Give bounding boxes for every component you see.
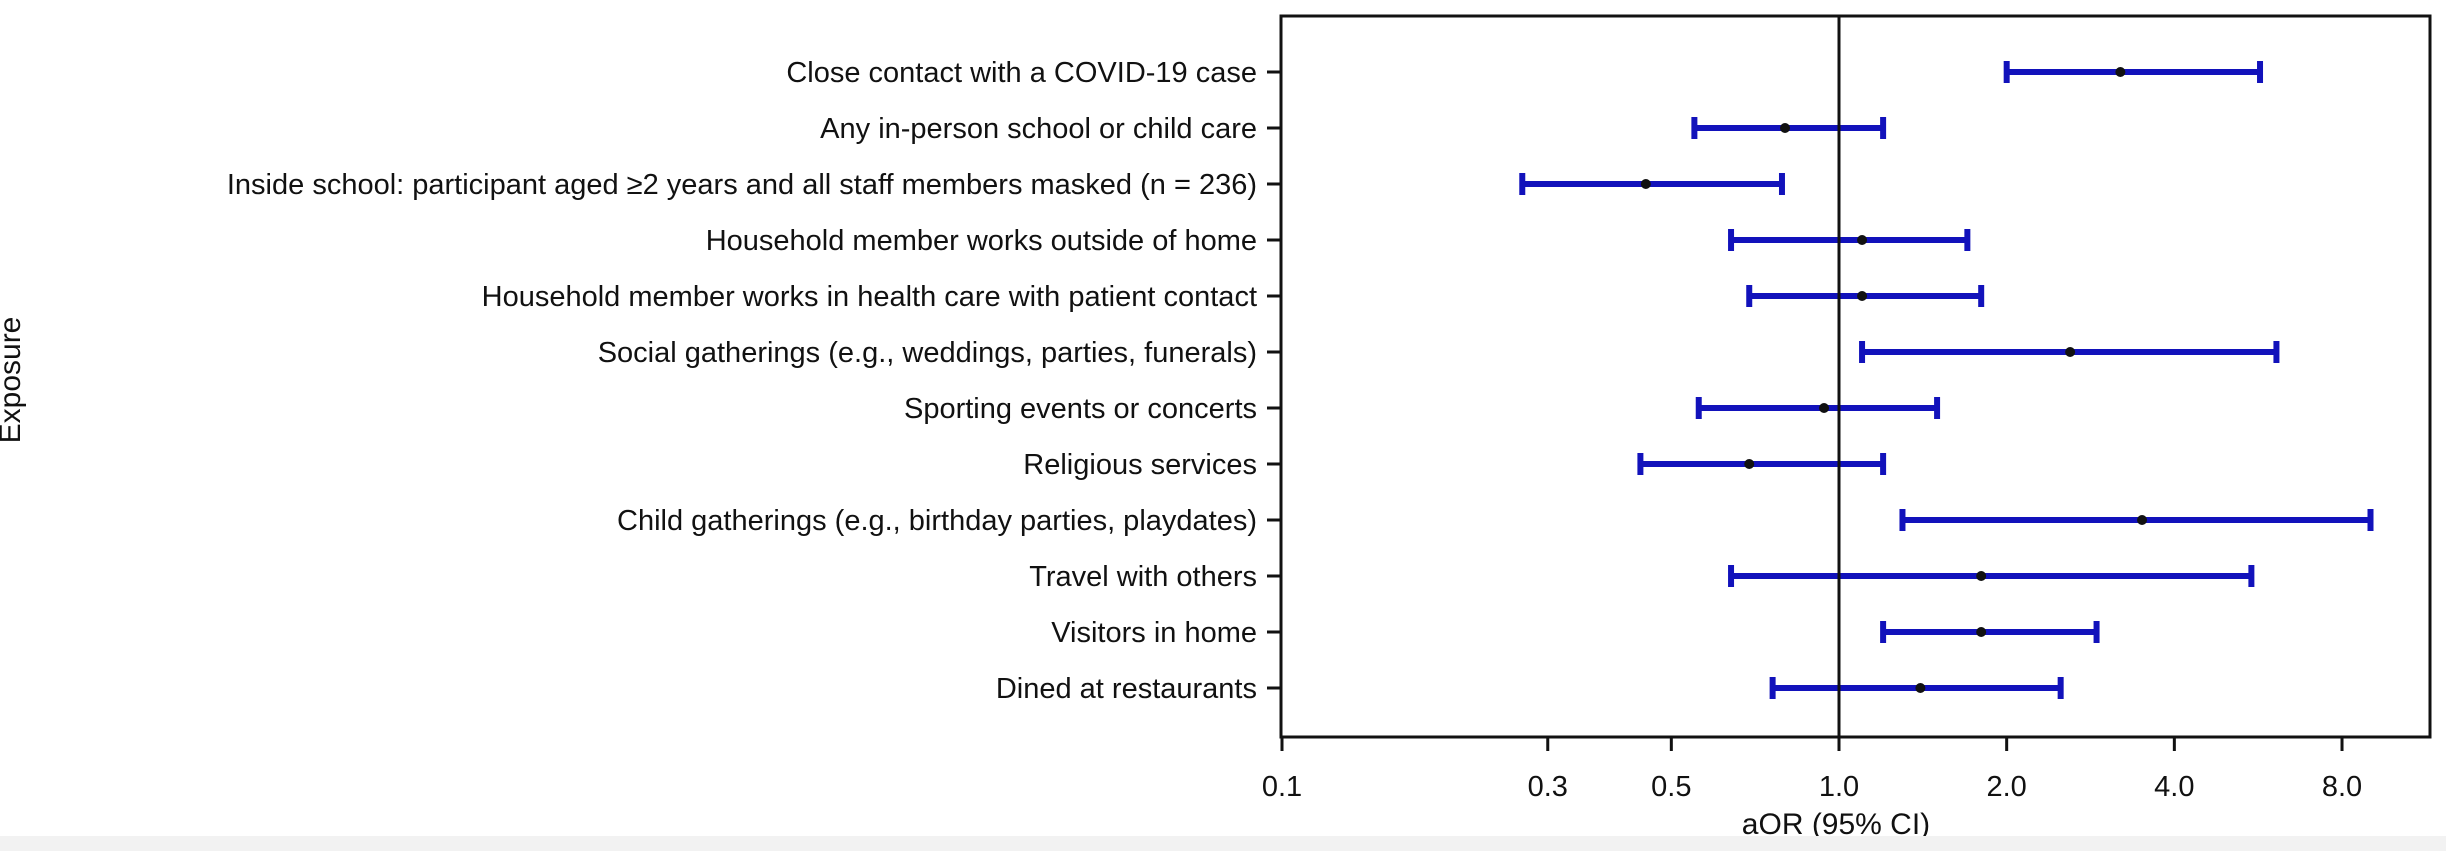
point-estimate [1857, 235, 1868, 245]
point-estimate [2137, 515, 2148, 525]
x-axis-title: aOR (95% CI) [1742, 808, 1930, 841]
row-label: Any in-person school or child care [820, 113, 1257, 145]
point-estimate [2115, 67, 2126, 77]
row-label: Social gatherings (e.g., weddings, parti… [598, 337, 1257, 369]
row-label: Visitors in home [1051, 617, 1257, 649]
row-label: Religious services [1023, 449, 1257, 481]
x-tick-label: 0.1 [1262, 771, 1302, 803]
point-estimate [1857, 291, 1868, 301]
bottom-band [0, 836, 2446, 851]
row-label: Child gatherings (e.g., birthday parties… [617, 505, 1257, 537]
forest-row: Sporting events or concerts [904, 393, 1941, 425]
point-estimate [1780, 123, 1791, 133]
forest-row: Household member works outside of home [706, 225, 1971, 257]
point-estimate [1640, 179, 1651, 189]
forest-row: Religious services [1023, 449, 1887, 481]
row-label: Dined at restaurants [996, 673, 1257, 705]
forest-row: Visitors in home [1051, 617, 2100, 649]
x-ticks-layer: 0.1 0.3 0.5 1.0 2.0 4.0 8.0 [1262, 737, 2362, 803]
forest-row: Inside school: participant aged ≥2 years… [227, 169, 1785, 201]
x-tick-label: 1.0 [1819, 771, 1859, 803]
forest-row: Any in-person school or child care [820, 113, 1887, 145]
x-tick-label: 0.5 [1651, 771, 1691, 803]
x-tick-label: 4.0 [2154, 771, 2194, 803]
point-estimate [2065, 347, 2076, 357]
y-axis-title: Exposure [0, 317, 27, 444]
point-estimate [1915, 683, 1926, 693]
x-tick-label: 8.0 [2322, 771, 2362, 803]
forest-row: Household member works in health care wi… [482, 281, 1985, 313]
plot-frame [1279, 14, 2432, 739]
point-estimate [1976, 571, 1987, 581]
forest-row: Close contact with a COVID-19 case [786, 57, 2264, 89]
forest-row: Child gatherings (e.g., birthday parties… [617, 505, 2374, 537]
point-estimate [1819, 403, 1830, 413]
row-label: Household member works outside of home [706, 225, 1257, 257]
x-tick-label: 2.0 [1987, 771, 2027, 803]
point-estimate [1744, 459, 1755, 469]
rows-layer: Close contact with a COVID-19 case Any in… [227, 57, 2374, 705]
x-tick-label: 0.3 [1528, 771, 1568, 803]
forest-row: Social gatherings (e.g., weddings, parti… [598, 337, 2280, 369]
forest-row: Dined at restaurants [996, 673, 2064, 705]
forest-row: Travel with others [1029, 561, 2255, 593]
row-label: Travel with others [1029, 561, 1257, 593]
row-label: Close contact with a COVID-19 case [786, 57, 1257, 89]
point-estimate [1976, 627, 1987, 637]
row-label: Household member works in health care wi… [482, 281, 1257, 313]
row-label: Sporting events or concerts [904, 393, 1257, 425]
row-label: Inside school: participant aged ≥2 years… [227, 169, 1257, 201]
